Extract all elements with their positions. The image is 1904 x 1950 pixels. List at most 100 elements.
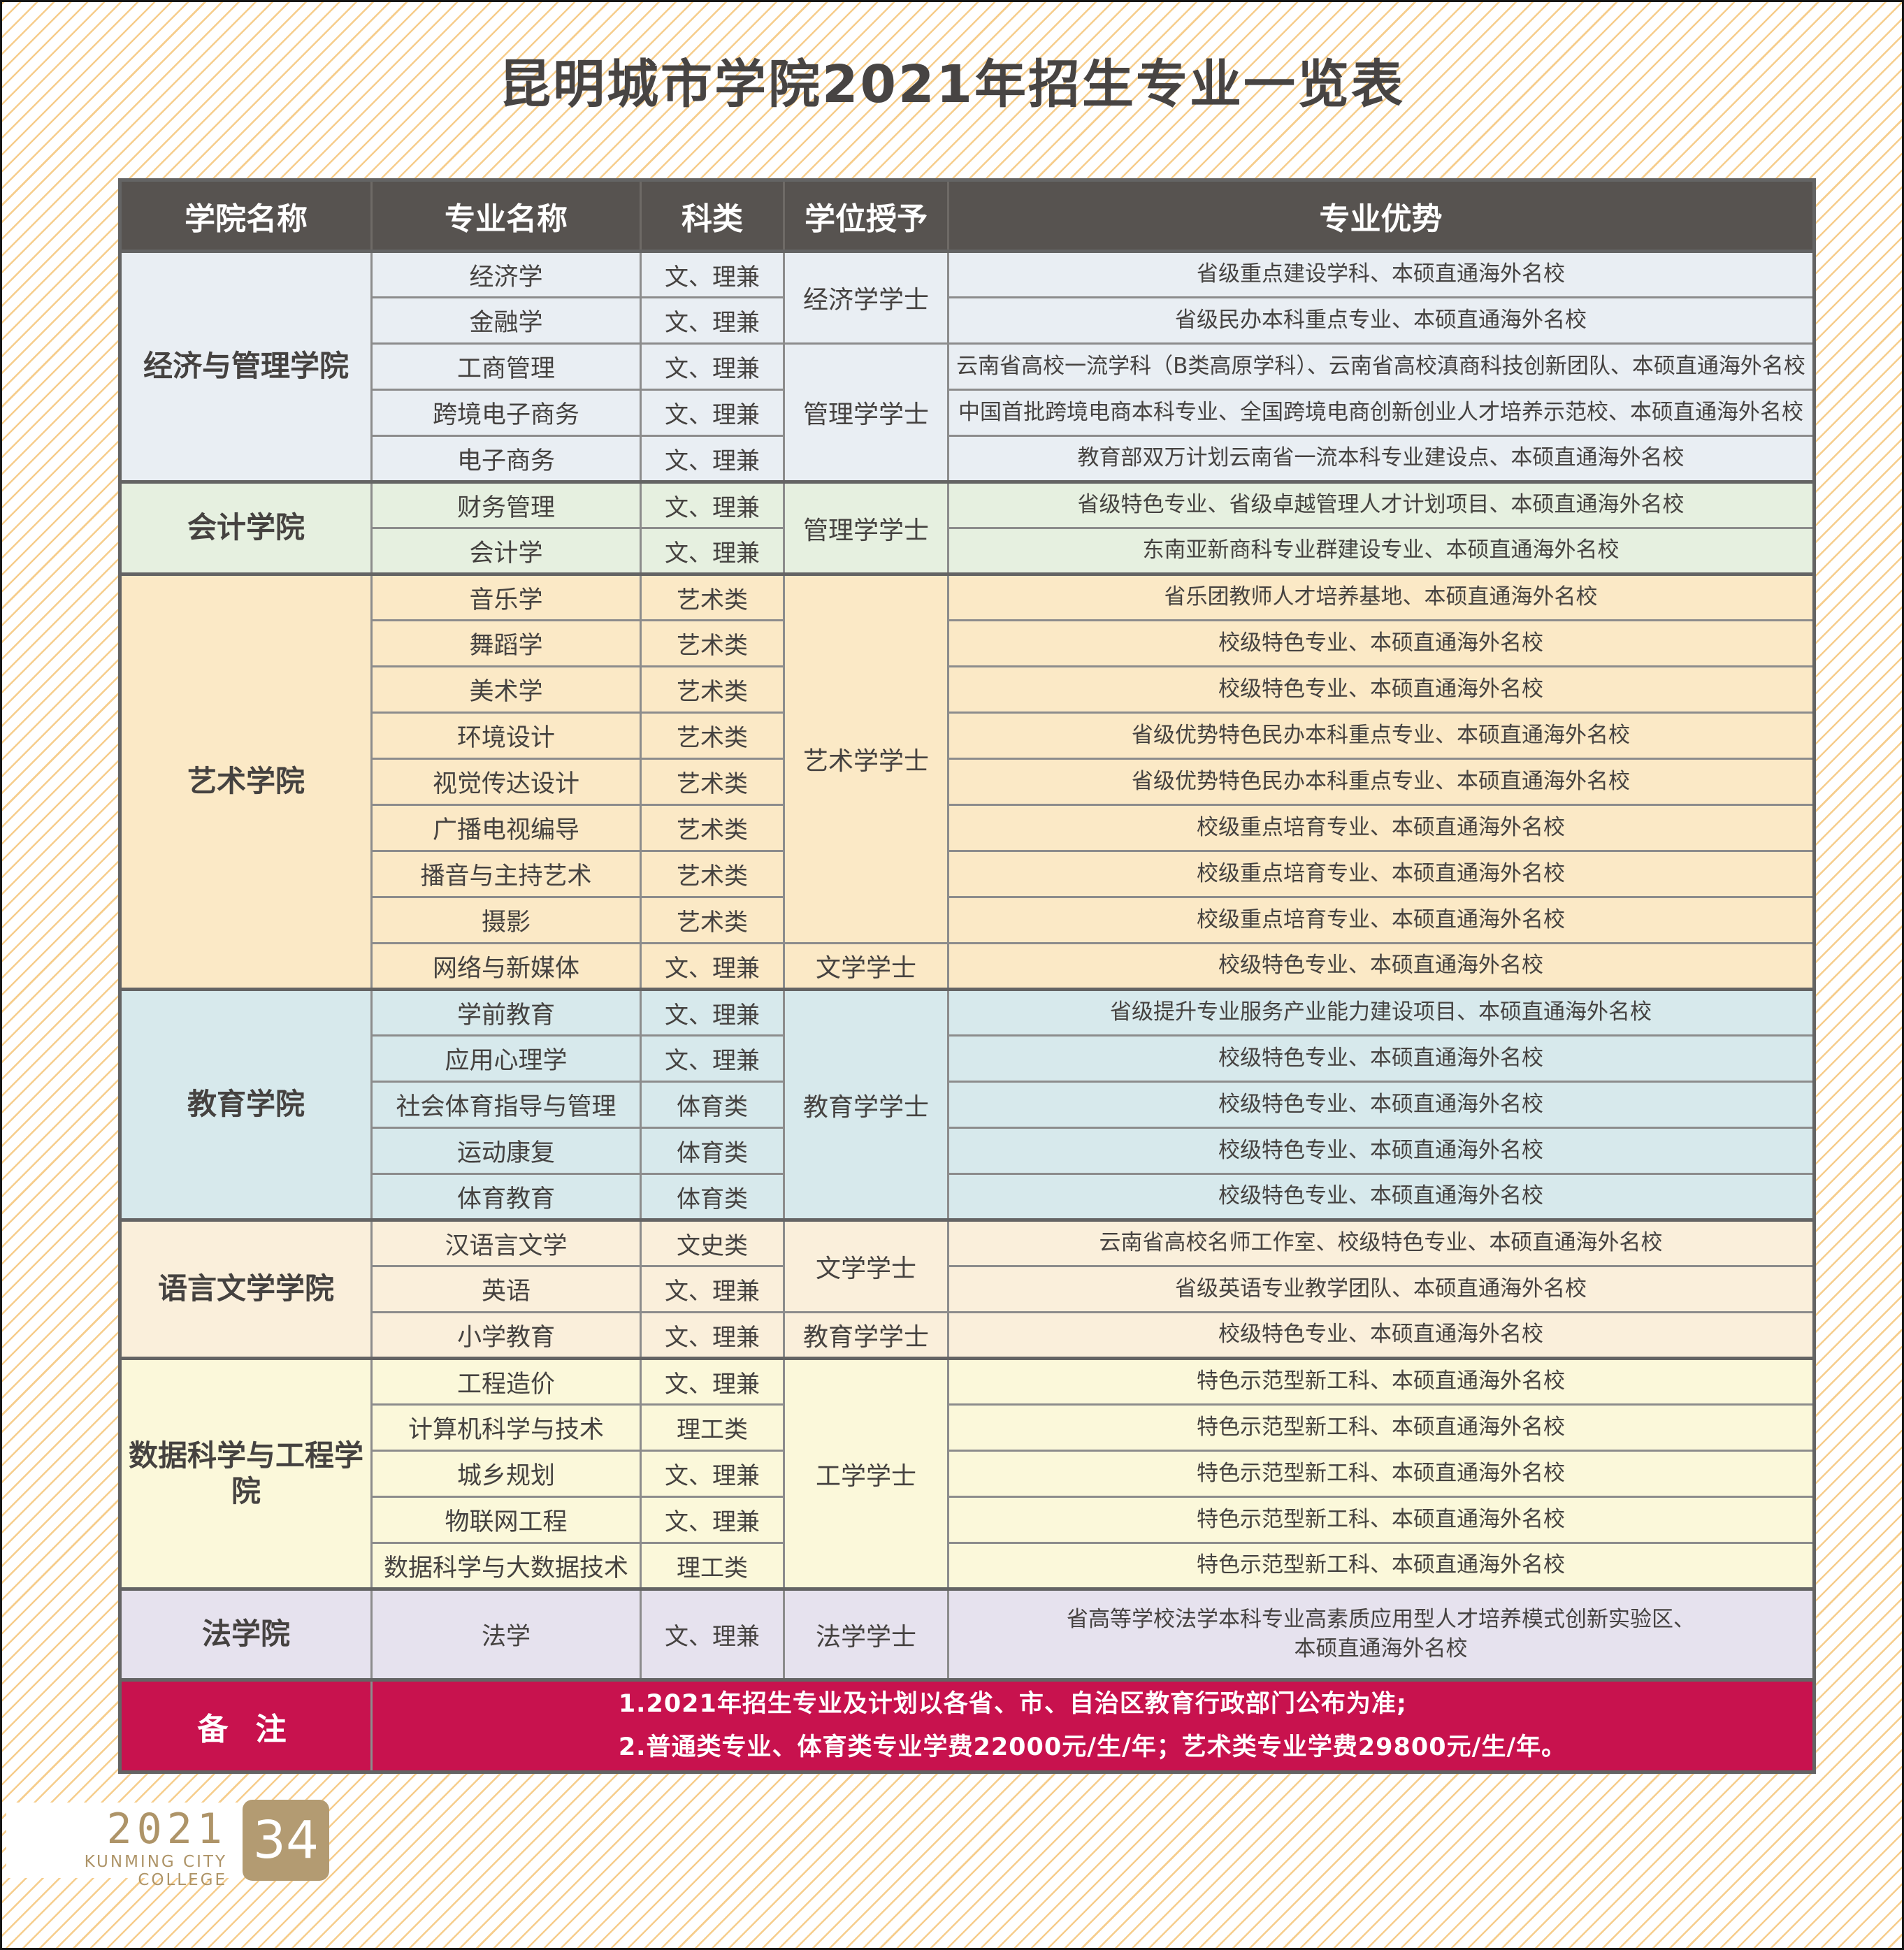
major-name: 物联网工程 xyxy=(370,1496,642,1544)
college-name: 语言文学学院 xyxy=(119,1218,373,1359)
degree-awarded: 艺术学学士 xyxy=(783,572,949,944)
subject-category: 理工类 xyxy=(640,1542,785,1590)
subject-category: 艺术类 xyxy=(640,896,785,944)
major-advantage: 省级优势特色民办本科重点专业、本硕直通海外名校 xyxy=(947,758,1815,806)
table-row: 社会体育指导与管理 体育类 校级特色专业、本硕直通海外名校 xyxy=(120,1081,1815,1129)
major-name: 电子商务 xyxy=(370,435,642,483)
table-row: 舞蹈学 艺术类 校级特色专业、本硕直通海外名校 xyxy=(120,619,1815,667)
major-name: 网络与新媒体 xyxy=(370,942,642,990)
subject-category: 文、理兼 xyxy=(640,1496,785,1544)
major-advantage: 东南亚新商科专业群建设专业、本硕直通海外名校 xyxy=(947,527,1815,575)
major-name: 音乐学 xyxy=(370,572,642,621)
subject-category: 文、理兼 xyxy=(640,1357,785,1406)
remark-content: 1.2021年招生专业及计划以各省、市、自治区教育行政部门公布为准; 2.普通类专… xyxy=(370,1678,1815,1773)
major-advantage: 校级特色专业、本硕直通海外名校 xyxy=(947,1081,1815,1129)
major-name: 财务管理 xyxy=(370,480,642,529)
subject-category: 文、理兼 xyxy=(640,435,785,483)
subject-category: 文、理兼 xyxy=(640,1034,785,1083)
table-row: 运动康复 体育类 校级特色专业、本硕直通海外名校 xyxy=(120,1127,1815,1175)
table-row: 摄影 艺术类 校级重点培育专业、本硕直通海外名校 xyxy=(120,896,1815,944)
major-name: 小学教育 xyxy=(370,1311,642,1359)
subject-category: 艺术类 xyxy=(640,572,785,621)
degree-awarded: 文学学士 xyxy=(783,1218,949,1313)
major-name: 汉语言文学 xyxy=(370,1218,642,1267)
subject-category: 艺术类 xyxy=(640,619,785,667)
subject-category: 艺术类 xyxy=(640,804,785,852)
table-row: 城乡规划 文、理兼 特色示范型新工科、本硕直通海外名校 xyxy=(120,1450,1815,1498)
column-header: 科类 xyxy=(640,179,785,252)
major-name: 广播电视编导 xyxy=(370,804,642,852)
major-advantage: 省级民办本科重点专业、本硕直通海外名校 xyxy=(947,296,1815,345)
page-title: 昆明城市学院2021年招生专业一览表 xyxy=(499,55,1405,115)
table-row: 会计学 文、理兼 东南亚新商科专业群建设专业、本硕直通海外名校 xyxy=(120,527,1815,575)
major-name: 环境设计 xyxy=(370,712,642,760)
major-name: 经济学 xyxy=(370,250,642,298)
degree-awarded: 经济学学士 xyxy=(783,250,949,345)
major-name: 视觉传达设计 xyxy=(370,758,642,806)
major-name: 播音与主持艺术 xyxy=(370,850,642,898)
table-row: 语言文学学院 汉语言文学 文史类 文学学士 云南省高校名师工作室、校级特色专业、本硕直通… xyxy=(119,1218,1815,1359)
major-advantage: 校级特色专业、本硕直通海外名校 xyxy=(947,1127,1815,1175)
table-row: 经济与管理学院 经济学 文、理兼 经济学学士 省级重点建设学科、本硕直通海外名校 xyxy=(119,250,1815,483)
column-header: 学位授予 xyxy=(783,179,949,252)
remark-row: 备 注 1.2021年招生专业及计划以各省、市、自治区教育行政部门公布为准; 2.普… xyxy=(119,1678,1815,1773)
major-name: 工程造价 xyxy=(370,1357,642,1406)
table-row: 数据科学与大数据技术 理工类 特色示范型新工科、本硕直通海外名校 xyxy=(120,1542,1815,1590)
major-name: 应用心理学 xyxy=(370,1034,642,1083)
college-name: 教育学院 xyxy=(119,988,373,1221)
degree-awarded: 工学学士 xyxy=(783,1357,949,1590)
table-body: 经济与管理学院 经济学 文、理兼 经济学学士 省级重点建设学科、本硕直通海外名校 金融学文… xyxy=(119,250,1815,1773)
table-row: 跨境电子商务 文、理兼 中国首批跨境电商本科专业、全国跨境电商创新创业人才培养示范校… xyxy=(120,389,1815,437)
table-row: 广播电视编导 艺术类 校级重点培育专业、本硕直通海外名校 xyxy=(120,804,1815,852)
major-advantage: 特色示范型新工科、本硕直通海外名校 xyxy=(947,1496,1815,1544)
subject-category: 文、理兼 xyxy=(640,296,785,345)
major-advantage: 云南省高校名师工作室、校级特色专业、本硕直通海外名校 xyxy=(947,1218,1815,1267)
major-name: 会计学 xyxy=(370,527,642,575)
major-name: 城乡规划 xyxy=(370,1450,642,1498)
major-advantage: 特色示范型新工科、本硕直通海外名校 xyxy=(947,1542,1815,1590)
college-name: 数据科学与工程学院 xyxy=(119,1357,373,1590)
major-name: 舞蹈学 xyxy=(370,619,642,667)
major-advantage: 教育部双万计划云南省一流本科专业建设点、本硕直通海外名校 xyxy=(947,435,1815,483)
subject-category: 文、理兼 xyxy=(640,1265,785,1313)
table-row: 工商管理 文、理兼 管理学学士 云南省高校一流学科（B类高原学科）、云南省高校滇商科技… xyxy=(120,342,1815,483)
column-header: 专业优势 xyxy=(947,179,1815,252)
college-name: 经济与管理学院 xyxy=(119,250,373,483)
table-row: 计算机科学与技术 理工类 特色示范型新工科、本硕直通海外名校 xyxy=(120,1403,1815,1452)
table-row: 应用心理学 文、理兼 校级特色专业、本硕直通海外名校 xyxy=(120,1034,1815,1083)
college-name: 艺术学院 xyxy=(119,572,373,990)
subject-category: 理工类 xyxy=(640,1403,785,1452)
header-row: 学院名称 专业名称 科类 学位授予 专业优势 xyxy=(119,179,1815,252)
table-row: 环境设计 艺术类 省级优势特色民办本科重点专业、本硕直通海外名校 xyxy=(120,712,1815,760)
major-advantage: 校级特色专业、本硕直通海外名校 xyxy=(947,1173,1815,1221)
major-advantage: 校级特色专业、本硕直通海外名校 xyxy=(947,1311,1815,1359)
college-name: 会计学院 xyxy=(119,480,373,575)
major-advantage: 省高等学校法学本科专业高素质应用型人才培养模式创新实验区、 本硕直通海外名校 xyxy=(947,1587,1815,1681)
subject-category: 文、理兼 xyxy=(640,527,785,575)
table-row: 金融学 文、理兼 省级民办本科重点专业、本硕直通海外名校 xyxy=(120,296,1815,345)
major-name: 学前教育 xyxy=(370,988,642,1037)
subject-category: 文、理兼 xyxy=(640,988,785,1037)
column-header: 专业名称 xyxy=(370,179,642,252)
subject-category: 文史类 xyxy=(640,1218,785,1267)
table-row: 视觉传达设计 艺术类 省级优势特色民办本科重点专业、本硕直通海外名校 xyxy=(120,758,1815,806)
subject-category: 文、理兼 xyxy=(640,480,785,529)
major-name: 社会体育指导与管理 xyxy=(370,1081,642,1129)
college-name: 法学院 xyxy=(119,1587,373,1681)
major-advantage: 特色示范型新工科、本硕直通海外名校 xyxy=(947,1357,1815,1406)
table-header: 学院名称 专业名称 科类 学位授予 专业优势 xyxy=(119,179,1815,252)
table-row: 英语 文、理兼 省级英语专业教学团队、本硕直通海外名校 xyxy=(120,1265,1815,1313)
subject-category: 文、理兼 xyxy=(640,942,785,990)
footer-college-name: KUNMING CITY COLLEGE xyxy=(84,1853,227,1889)
degree-awarded: 教育学学士 xyxy=(783,988,949,1221)
major-advantage: 校级特色专业、本硕直通海外名校 xyxy=(947,665,1815,714)
table-row: 法学院 法学 文、理兼 法学学士 省高等学校法学本科专业高素质应用型人才培养模式创新实验… xyxy=(119,1587,1815,1681)
major-name: 摄影 xyxy=(370,896,642,944)
subject-category: 艺术类 xyxy=(640,850,785,898)
subject-category: 艺术类 xyxy=(640,712,785,760)
major-name: 计算机科学与技术 xyxy=(370,1403,642,1452)
remark-label: 备 注 xyxy=(119,1678,373,1773)
major-advantage: 校级重点培育专业、本硕直通海外名校 xyxy=(947,896,1815,944)
column-header: 学院名称 xyxy=(119,179,373,252)
